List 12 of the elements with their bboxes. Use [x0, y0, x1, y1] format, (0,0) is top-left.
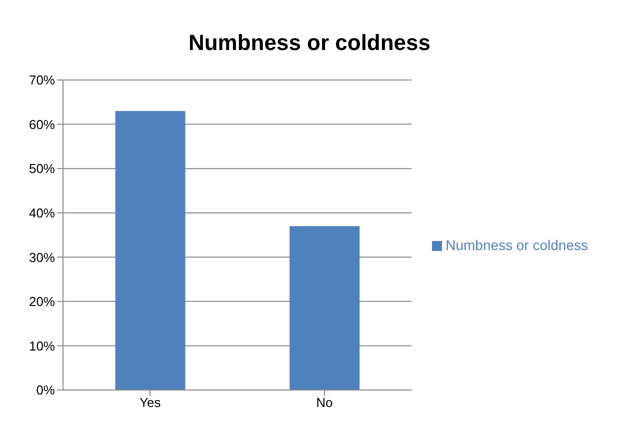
- y-tick-label: 30%: [28, 250, 56, 265]
- chart-title: Numbness or coldness: [187, 29, 432, 57]
- y-tick-label: 50%: [28, 161, 56, 176]
- x-tick-label: Yes: [140, 395, 162, 410]
- legend-label: Numbness or coldness: [446, 237, 588, 253]
- y-tick-label: 70%: [28, 72, 56, 88]
- y-tick-label: 60%: [28, 116, 56, 132]
- y-tick-label: 0%: [36, 382, 56, 398]
- y-tick-label: 10%: [28, 338, 56, 354]
- y-tick-label: 40%: [28, 205, 56, 220]
- y-tick-label: 20%: [28, 294, 56, 310]
- x-tick-label: No: [316, 395, 333, 410]
